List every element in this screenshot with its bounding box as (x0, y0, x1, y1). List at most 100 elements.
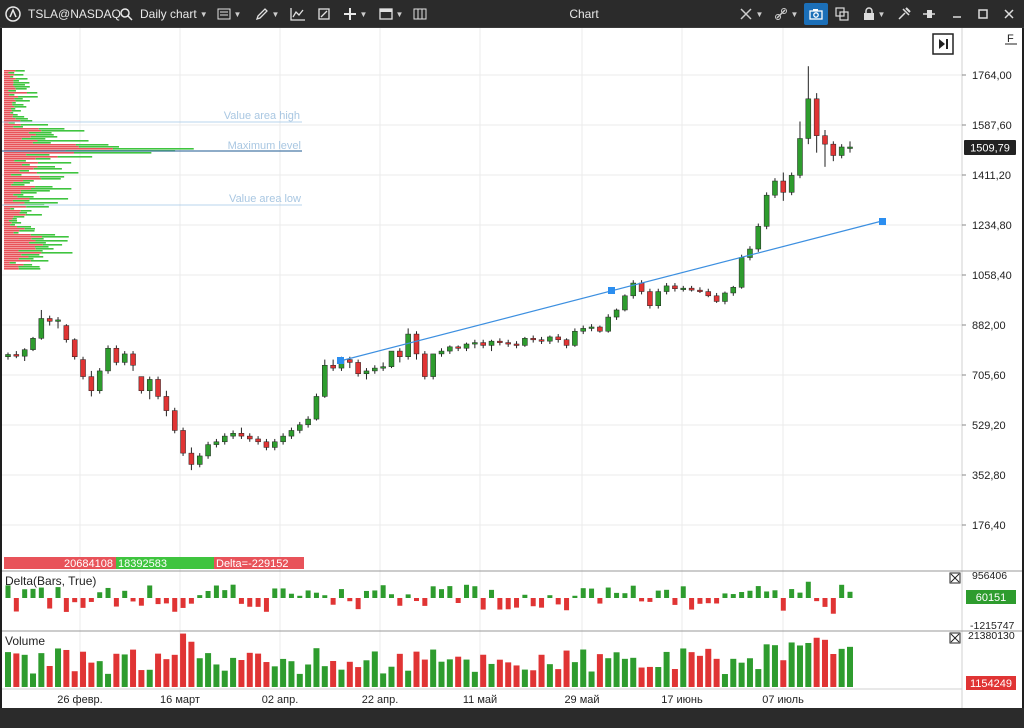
window-icon[interactable]: ▼ (376, 3, 406, 25)
grid-icon[interactable] (410, 3, 430, 25)
profile-sell-bar (4, 124, 21, 126)
profile-buy-bar (41, 130, 85, 132)
chart-type-dropdown[interactable]: Daily chart ▼ (140, 7, 208, 21)
pencil-icon[interactable]: ▼ (252, 3, 282, 25)
volume-panel-title: Volume (5, 634, 45, 648)
minimize-icon[interactable] (946, 3, 968, 25)
price-axis[interactable]: 1764,00 1587,60 1411,20 1234,80 1058,40 882,0… (961, 28, 1012, 708)
volume-bar (221, 670, 228, 687)
chart-svg[interactable]: Value area high Maximum level Value area… (2, 28, 1022, 708)
volume-bar (330, 660, 337, 687)
volume-panel[interactable]: Volume 21380130 1154249 (2, 630, 1022, 690)
profile-sell-bar (4, 238, 32, 240)
trend-line-handle-end[interactable] (879, 218, 886, 225)
fit-icon[interactable] (314, 3, 334, 25)
profile-sell-bar (4, 228, 25, 230)
candle-body (13, 354, 20, 357)
volume-bar (763, 644, 770, 687)
candle-body (447, 346, 453, 352)
link-icon[interactable]: ▼ (770, 3, 802, 25)
volume-bar (121, 654, 128, 687)
profile-buy-bar (37, 162, 72, 164)
candle-body (572, 330, 578, 346)
value-area-high-label: Value area high (224, 110, 300, 122)
profile-sell-bar (4, 158, 36, 160)
candle-body (388, 350, 395, 367)
delta-bar (263, 598, 269, 612)
profile-sell-bar (4, 256, 29, 258)
profile-buy-bar (35, 246, 49, 248)
chart-area[interactable]: Value area high Maximum level Value area… (2, 28, 1022, 708)
delta-stat-value: Delta=-229152 (216, 558, 288, 570)
volume-bar (388, 666, 395, 687)
delta-bar (280, 588, 286, 598)
candle-body (538, 339, 545, 342)
profile-sell-bar (4, 106, 15, 108)
symbol-selector[interactable]: TSLA@NASDAQ (28, 7, 121, 21)
volume-bar (505, 662, 512, 687)
delta-bar (147, 585, 153, 598)
delta-panel[interactable]: Delta(Bars, True) 956406 -1215747 60151 (2, 570, 1022, 632)
profile-buy-bar (75, 144, 109, 146)
delta-bar (739, 592, 745, 598)
template-icon[interactable]: ▼ (214, 3, 244, 25)
candle-body (847, 146, 853, 149)
price-tick-label: 529,20 (972, 420, 1006, 432)
delta-bar (205, 590, 211, 598)
scroll-end-button[interactable] (932, 33, 954, 55)
trend-line[interactable] (337, 218, 886, 364)
profile-sell-bar (4, 240, 36, 242)
scroll-end-icon (939, 39, 945, 49)
volume-bar (496, 659, 503, 687)
trend-line-handle-start[interactable] (337, 357, 344, 364)
profile-sell-bar (4, 120, 21, 122)
lock-icon[interactable]: ▼ (858, 3, 890, 25)
profile-sell-bar (4, 128, 39, 130)
maximize-icon[interactable] (972, 3, 994, 25)
profile-sell-bar (4, 264, 24, 266)
volume-bar (830, 653, 837, 687)
profile-sell-bar (4, 90, 9, 92)
candle-body (763, 194, 770, 227)
volume-bar (421, 659, 428, 687)
date-tick-label: 22 апр. (362, 694, 399, 706)
delta-bar (397, 598, 403, 606)
profile-sell-bar (4, 236, 43, 238)
delta-bars (5, 581, 853, 614)
candle-body (171, 410, 178, 431)
candle-body (305, 418, 311, 426)
profile-buy-bar (14, 86, 30, 88)
candle-body (838, 146, 845, 156)
pin-icon[interactable] (918, 3, 940, 25)
profile-sell-bar (4, 100, 16, 102)
profile-buy-bar (33, 168, 62, 170)
candle-body (397, 350, 403, 357)
profile-buy-bar (25, 214, 42, 216)
close-icon[interactable] (998, 3, 1020, 25)
expand-flag-icon[interactable]: F (1007, 33, 1014, 45)
profile-sell-bar (4, 126, 14, 128)
tools-icon[interactable] (894, 3, 914, 25)
volume-bar (488, 663, 495, 687)
profile-buy-bar (39, 176, 65, 178)
delta-bar (355, 598, 361, 610)
candle-body (146, 379, 153, 392)
delta-close-icon[interactable] (949, 572, 961, 584)
indicator-icon[interactable] (288, 3, 308, 25)
price-tick-label: 1058,40 (972, 270, 1012, 282)
candle-body (738, 257, 745, 288)
trend-line-handle-middle[interactable] (608, 287, 615, 294)
volume-close-icon[interactable] (949, 632, 961, 644)
search-icon[interactable] (117, 3, 135, 25)
magnet-icon[interactable]: ▼ (734, 3, 768, 25)
profile-buy-bar (17, 196, 34, 198)
profile-buy-bar (14, 160, 26, 162)
profile-sell-bar (4, 162, 38, 164)
copy-icon[interactable] (832, 3, 852, 25)
date-axis[interactable]: 26 февр. 16 март 02 апр. 22 апр. 11 май 29 ма… (2, 688, 962, 706)
candle-body (88, 376, 95, 392)
volume-bar (838, 648, 845, 687)
profile-buy-bar (78, 146, 120, 148)
camera-icon[interactable] (804, 3, 828, 25)
crosshair-icon[interactable]: ▼ (343, 8, 368, 20)
